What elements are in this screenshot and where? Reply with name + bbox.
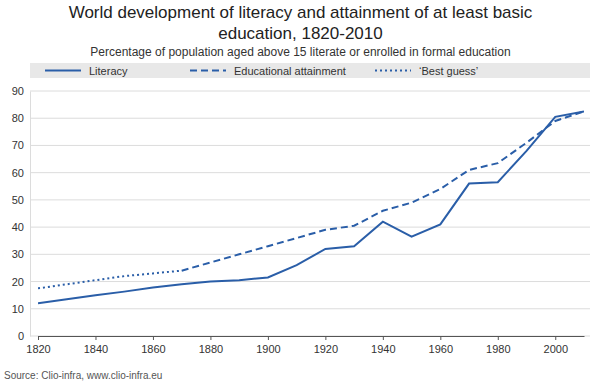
legend-label: Literacy bbox=[89, 65, 128, 77]
x-tick: 1920 bbox=[314, 336, 338, 355]
y-tick: 10 bbox=[12, 303, 30, 315]
grid-line bbox=[30, 91, 590, 92]
grid-line bbox=[30, 308, 590, 309]
legend-swatch bbox=[45, 70, 81, 72]
legend: Literacy Educational attainment ‘Best gues… bbox=[30, 63, 590, 78]
x-tick-mark bbox=[38, 336, 39, 340]
grid-line bbox=[30, 145, 590, 146]
y-tick-label: 80 bbox=[12, 112, 24, 124]
x-axis: 1820 1840 1860 1880 1900 1920 1940 1960 1980 2000 bbox=[26, 336, 584, 355]
x-tick-label: 1940 bbox=[371, 343, 395, 355]
x-tick-label: 1840 bbox=[84, 343, 108, 355]
y-tick-label: 70 bbox=[12, 139, 24, 151]
grid-line bbox=[30, 336, 590, 337]
x-tick-label: 1820 bbox=[26, 343, 50, 355]
y-axis: 0 10 20 30 40 50 60 70 80 90 bbox=[12, 85, 31, 342]
x-tick-label: 1880 bbox=[199, 343, 223, 355]
y-tick: 60 bbox=[12, 167, 30, 179]
x-tick-mark bbox=[555, 336, 556, 340]
y-tick-label: 30 bbox=[12, 248, 24, 260]
x-tick: 1880 bbox=[199, 336, 223, 355]
x-tick: 2000 bbox=[544, 336, 568, 355]
grid-line bbox=[30, 199, 590, 200]
x-tick: 1840 bbox=[84, 336, 108, 355]
x-tick-mark bbox=[383, 336, 384, 340]
y-axis-line bbox=[30, 92, 31, 337]
x-tick-mark bbox=[153, 336, 154, 340]
x-tick-label: 1900 bbox=[256, 343, 280, 355]
x-tick-label: 1920 bbox=[314, 343, 338, 355]
y-tick-label: 0 bbox=[18, 330, 24, 342]
chart-container: World development of literacy and attain… bbox=[0, 0, 601, 387]
x-tick-label: 2000 bbox=[544, 343, 568, 355]
y-tick-label: 40 bbox=[12, 221, 24, 233]
x-tick: 1820 bbox=[26, 336, 50, 355]
legend-background bbox=[30, 63, 590, 78]
y-tick: 0 bbox=[18, 330, 30, 342]
x-tick: 1900 bbox=[256, 336, 280, 355]
grid-line bbox=[30, 281, 590, 282]
x-tick: 1940 bbox=[371, 336, 395, 355]
legend-label: Educational attainment bbox=[234, 65, 346, 77]
x-tick-label: 1960 bbox=[429, 343, 453, 355]
y-tick: 20 bbox=[12, 276, 30, 288]
x-tick-mark bbox=[268, 336, 269, 340]
legend-label: ‘Best guess’ bbox=[419, 65, 478, 77]
y-tick: 90 bbox=[12, 85, 30, 97]
y-tick: 30 bbox=[12, 248, 30, 260]
source: Source: Clio-infra, www.clio-infra.eu bbox=[4, 370, 162, 381]
grid-line bbox=[30, 118, 590, 119]
x-tick-mark bbox=[210, 336, 211, 340]
y-tick-label: 50 bbox=[12, 194, 24, 206]
y-tick-label: 90 bbox=[12, 85, 24, 97]
x-axis-line bbox=[39, 336, 585, 337]
legend-swatch bbox=[375, 70, 411, 72]
x-tick: 1860 bbox=[141, 336, 165, 355]
grid bbox=[30, 91, 590, 336]
x-tick-mark bbox=[498, 336, 499, 340]
x-tick: 1960 bbox=[429, 336, 453, 355]
x-tick-mark bbox=[440, 336, 441, 340]
y-tick: 80 bbox=[12, 112, 30, 124]
x-tick-label: 1980 bbox=[486, 343, 510, 355]
x-tick: 1980 bbox=[486, 336, 510, 355]
chart-svg: World development of literacy and attain… bbox=[0, 0, 601, 387]
plot-lines bbox=[38, 111, 584, 303]
grid-line bbox=[30, 254, 590, 255]
series-line bbox=[38, 271, 182, 289]
y-tick: 50 bbox=[12, 194, 30, 206]
x-tick-label: 1860 bbox=[141, 343, 165, 355]
legend-swatch bbox=[190, 70, 226, 72]
x-tick-mark bbox=[95, 336, 96, 340]
series-line bbox=[38, 111, 584, 303]
subtitle: Percentage of population aged above 15 l… bbox=[90, 45, 510, 59]
y-tick: 40 bbox=[12, 221, 30, 233]
title: World development of literacy and attain… bbox=[69, 3, 533, 43]
x-tick-mark bbox=[325, 336, 326, 340]
y-tick-label: 60 bbox=[12, 167, 24, 179]
series-line bbox=[182, 111, 584, 270]
y-tick: 70 bbox=[12, 139, 30, 151]
y-tick-label: 10 bbox=[12, 303, 24, 315]
y-tick-label: 20 bbox=[12, 276, 24, 288]
grid-line bbox=[30, 227, 590, 228]
